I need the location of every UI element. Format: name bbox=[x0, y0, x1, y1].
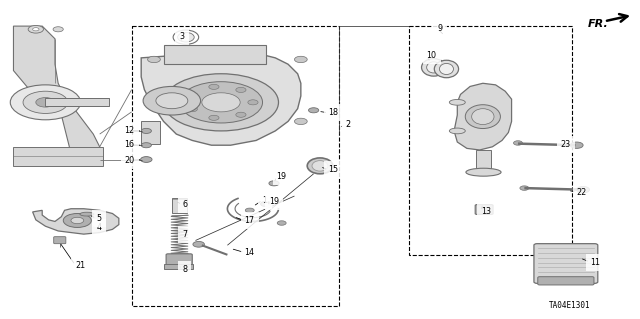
Text: 4: 4 bbox=[97, 223, 102, 232]
Ellipse shape bbox=[449, 128, 465, 134]
Bar bbox=[476, 150, 490, 172]
Ellipse shape bbox=[465, 105, 500, 129]
Text: 8: 8 bbox=[182, 264, 187, 274]
Bar bbox=[141, 122, 161, 144]
Circle shape bbox=[513, 141, 522, 145]
Circle shape bbox=[33, 28, 39, 31]
Text: 16: 16 bbox=[125, 140, 134, 149]
Text: FR.: FR. bbox=[588, 19, 609, 29]
Circle shape bbox=[577, 187, 589, 193]
Ellipse shape bbox=[312, 160, 328, 171]
Text: 2: 2 bbox=[346, 120, 351, 129]
Polygon shape bbox=[454, 83, 511, 150]
FancyBboxPatch shape bbox=[534, 244, 598, 283]
Circle shape bbox=[520, 186, 529, 190]
Ellipse shape bbox=[435, 60, 459, 78]
Circle shape bbox=[143, 86, 200, 115]
Text: 2: 2 bbox=[346, 120, 351, 129]
Ellipse shape bbox=[472, 109, 494, 124]
Circle shape bbox=[277, 221, 286, 225]
Circle shape bbox=[245, 208, 254, 212]
Text: 20: 20 bbox=[125, 156, 134, 165]
Text: 22: 22 bbox=[577, 188, 587, 197]
Circle shape bbox=[141, 157, 152, 162]
Circle shape bbox=[294, 118, 307, 124]
Text: 9: 9 bbox=[438, 24, 443, 33]
FancyBboxPatch shape bbox=[166, 254, 192, 265]
Text: 23: 23 bbox=[561, 140, 571, 149]
Text: 21: 21 bbox=[76, 261, 86, 270]
Circle shape bbox=[202, 93, 240, 112]
Text: 5: 5 bbox=[97, 214, 102, 223]
Circle shape bbox=[141, 143, 152, 148]
Text: 19: 19 bbox=[276, 172, 287, 181]
Ellipse shape bbox=[449, 100, 465, 105]
Circle shape bbox=[23, 91, 68, 114]
Text: 18: 18 bbox=[328, 108, 339, 117]
Circle shape bbox=[209, 84, 219, 89]
Circle shape bbox=[28, 26, 44, 33]
Text: 7: 7 bbox=[182, 230, 187, 239]
Circle shape bbox=[141, 157, 152, 162]
Circle shape bbox=[236, 87, 246, 93]
Circle shape bbox=[164, 74, 278, 131]
Circle shape bbox=[53, 27, 63, 32]
Text: 6: 6 bbox=[182, 200, 187, 209]
Circle shape bbox=[141, 128, 152, 133]
Circle shape bbox=[193, 241, 204, 247]
FancyBboxPatch shape bbox=[538, 277, 594, 285]
Circle shape bbox=[308, 108, 319, 113]
Bar bbox=[410, 26, 572, 255]
Bar bbox=[132, 26, 339, 306]
Circle shape bbox=[148, 56, 161, 63]
Polygon shape bbox=[141, 50, 301, 145]
Circle shape bbox=[570, 142, 583, 148]
Circle shape bbox=[63, 213, 92, 227]
Bar bbox=[45, 98, 109, 107]
Text: 10: 10 bbox=[427, 51, 436, 60]
Ellipse shape bbox=[422, 59, 446, 76]
Circle shape bbox=[236, 112, 246, 117]
Circle shape bbox=[269, 181, 279, 186]
Circle shape bbox=[71, 217, 84, 224]
Polygon shape bbox=[13, 26, 100, 166]
Circle shape bbox=[179, 82, 262, 123]
Text: 13: 13 bbox=[481, 207, 491, 216]
Circle shape bbox=[156, 93, 188, 109]
Circle shape bbox=[187, 107, 197, 112]
Ellipse shape bbox=[440, 63, 454, 75]
Ellipse shape bbox=[466, 168, 501, 176]
Ellipse shape bbox=[307, 158, 333, 174]
Ellipse shape bbox=[80, 212, 94, 216]
Text: 17: 17 bbox=[244, 216, 255, 225]
Text: 14: 14 bbox=[244, 248, 255, 257]
Text: 12: 12 bbox=[125, 126, 134, 135]
Text: TA04E1301: TA04E1301 bbox=[548, 301, 590, 310]
Text: 19: 19 bbox=[269, 197, 279, 206]
Bar bbox=[13, 147, 103, 166]
Text: 3: 3 bbox=[179, 32, 184, 41]
Circle shape bbox=[260, 201, 271, 206]
Circle shape bbox=[248, 100, 258, 105]
FancyBboxPatch shape bbox=[54, 237, 66, 244]
Text: 15: 15 bbox=[328, 166, 339, 174]
Bar bbox=[172, 197, 187, 213]
Text: 11: 11 bbox=[590, 257, 600, 267]
Circle shape bbox=[148, 134, 161, 140]
Ellipse shape bbox=[177, 33, 194, 42]
Circle shape bbox=[10, 85, 81, 120]
Circle shape bbox=[294, 56, 307, 63]
Polygon shape bbox=[33, 209, 119, 234]
FancyBboxPatch shape bbox=[475, 204, 493, 214]
Bar bbox=[164, 45, 266, 64]
Text: 1: 1 bbox=[262, 196, 268, 205]
Ellipse shape bbox=[427, 62, 441, 73]
Circle shape bbox=[187, 93, 197, 98]
FancyBboxPatch shape bbox=[164, 264, 193, 269]
Circle shape bbox=[209, 115, 219, 120]
Circle shape bbox=[36, 98, 55, 107]
